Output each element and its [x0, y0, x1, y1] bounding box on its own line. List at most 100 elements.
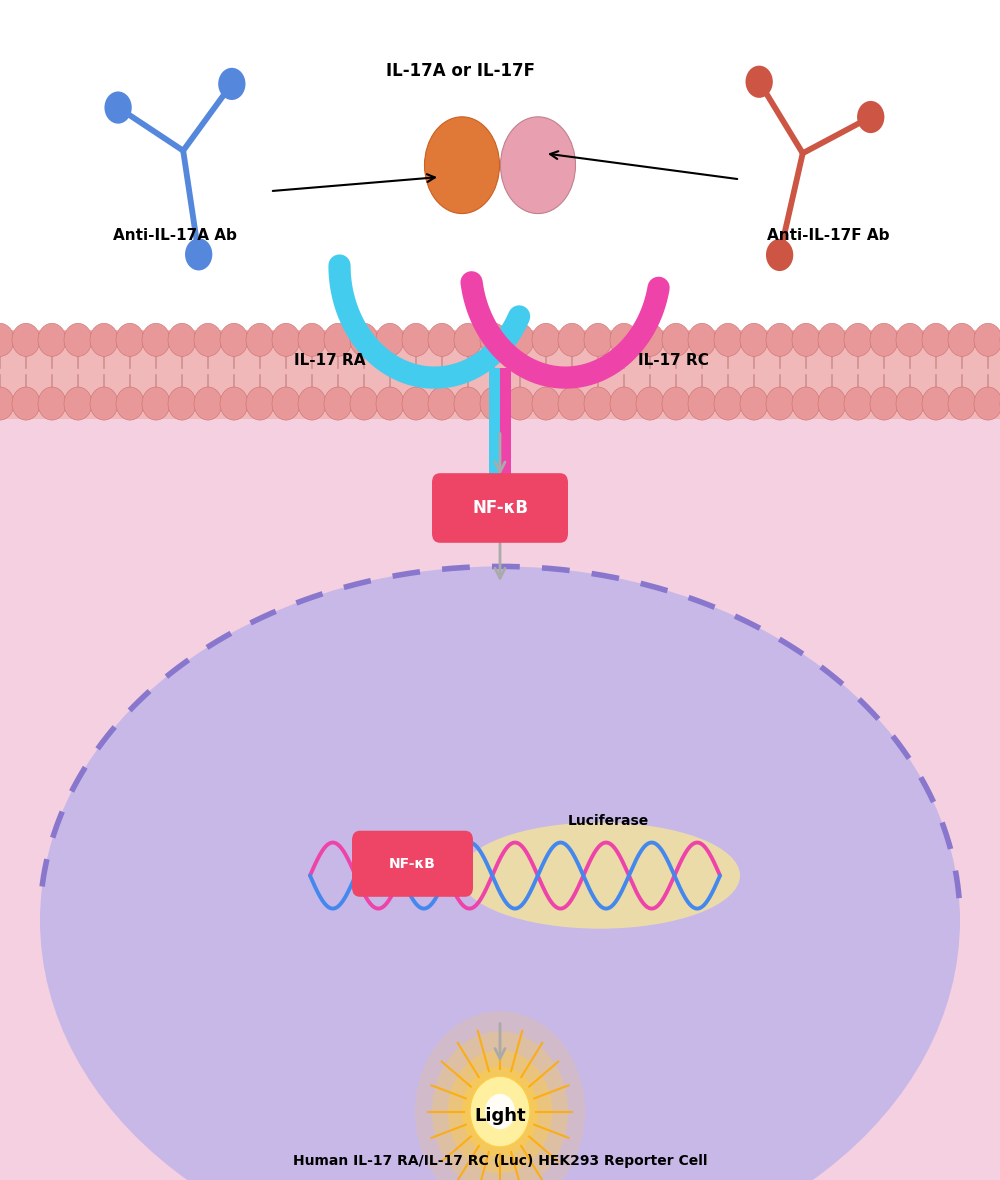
Bar [489, 368, 500, 525]
Circle shape [90, 387, 118, 420]
Text: IL-17 RA: IL-17 RA [294, 353, 365, 368]
Ellipse shape [501, 117, 576, 214]
Circle shape [142, 323, 170, 356]
Circle shape [402, 323, 430, 356]
Circle shape [844, 387, 872, 420]
Circle shape [792, 323, 820, 356]
Circle shape [350, 323, 378, 356]
Circle shape [218, 67, 245, 100]
Circle shape [746, 66, 773, 98]
Circle shape [116, 323, 144, 356]
Circle shape [90, 323, 118, 356]
Circle shape [0, 323, 14, 356]
Circle shape [896, 387, 924, 420]
Circle shape [948, 387, 976, 420]
FancyBboxPatch shape [352, 831, 473, 897]
Circle shape [64, 387, 92, 420]
Circle shape [454, 323, 482, 356]
Circle shape [38, 387, 66, 420]
Circle shape [818, 387, 846, 420]
Circle shape [0, 387, 14, 420]
Circle shape [272, 387, 300, 420]
Bar [0, 372, 1000, 1180]
Circle shape [185, 238, 212, 270]
Circle shape [922, 387, 950, 420]
Circle shape [480, 387, 508, 420]
Ellipse shape [424, 117, 500, 214]
Circle shape [844, 323, 872, 356]
Circle shape [740, 387, 768, 420]
Circle shape [922, 323, 950, 356]
Circle shape [636, 387, 664, 420]
Circle shape [428, 387, 456, 420]
Circle shape [532, 323, 560, 356]
Circle shape [272, 323, 300, 356]
Text: IL-17 RC: IL-17 RC [638, 353, 709, 368]
Circle shape [974, 387, 1000, 420]
Bar [0, 0, 1000, 378]
Circle shape [584, 323, 612, 356]
Circle shape [480, 323, 508, 356]
Circle shape [662, 323, 690, 356]
Circle shape [402, 387, 430, 420]
Circle shape [324, 387, 352, 420]
Circle shape [896, 323, 924, 356]
Ellipse shape [460, 822, 740, 929]
Circle shape [688, 387, 716, 420]
Circle shape [194, 323, 222, 356]
Circle shape [246, 387, 274, 420]
Circle shape [64, 323, 92, 356]
Text: Luciferase: Luciferase [567, 814, 649, 828]
Circle shape [766, 238, 793, 271]
Circle shape [415, 1011, 585, 1180]
Circle shape [220, 387, 248, 420]
Text: Anti-IL-17A Ab: Anti-IL-17A Ab [113, 229, 237, 243]
Circle shape [662, 387, 690, 420]
Circle shape [714, 387, 742, 420]
Text: Anti-IL-17F Ab: Anti-IL-17F Ab [767, 229, 889, 243]
Circle shape [558, 387, 586, 420]
Circle shape [350, 387, 378, 420]
Circle shape [740, 323, 768, 356]
Circle shape [298, 323, 326, 356]
Circle shape [142, 387, 170, 420]
FancyBboxPatch shape [432, 473, 568, 543]
Circle shape [12, 387, 40, 420]
Text: IL-17A or IL-17F: IL-17A or IL-17F [386, 61, 534, 80]
Circle shape [584, 387, 612, 420]
Circle shape [485, 1094, 515, 1129]
Circle shape [324, 323, 352, 356]
Circle shape [766, 387, 794, 420]
Circle shape [104, 92, 132, 124]
Circle shape [636, 323, 664, 356]
Circle shape [432, 1031, 568, 1180]
Circle shape [558, 323, 586, 356]
Bar [0, 330, 1000, 419]
Circle shape [116, 387, 144, 420]
Circle shape [168, 387, 196, 420]
Circle shape [220, 323, 248, 356]
Circle shape [376, 387, 404, 420]
Circle shape [246, 323, 274, 356]
Circle shape [948, 323, 976, 356]
Circle shape [194, 387, 222, 420]
Circle shape [870, 387, 898, 420]
Bar [500, 368, 511, 525]
Circle shape [532, 387, 560, 420]
Circle shape [506, 323, 534, 356]
Circle shape [506, 387, 534, 420]
Ellipse shape [40, 566, 960, 1180]
Circle shape [12, 323, 40, 356]
Circle shape [714, 323, 742, 356]
Circle shape [974, 323, 1000, 356]
Circle shape [168, 323, 196, 356]
Circle shape [610, 387, 638, 420]
Circle shape [470, 1076, 530, 1147]
Text: NF-κB: NF-κB [472, 499, 528, 517]
Text: Light: Light [474, 1107, 526, 1126]
Text: NF-κB: NF-κB [389, 857, 436, 871]
Circle shape [688, 323, 716, 356]
Circle shape [766, 323, 794, 356]
Circle shape [792, 387, 820, 420]
Text: Human IL-17 RA/IL-17 RC (Luc) HEK293 Reporter Cell: Human IL-17 RA/IL-17 RC (Luc) HEK293 Rep… [293, 1154, 707, 1168]
